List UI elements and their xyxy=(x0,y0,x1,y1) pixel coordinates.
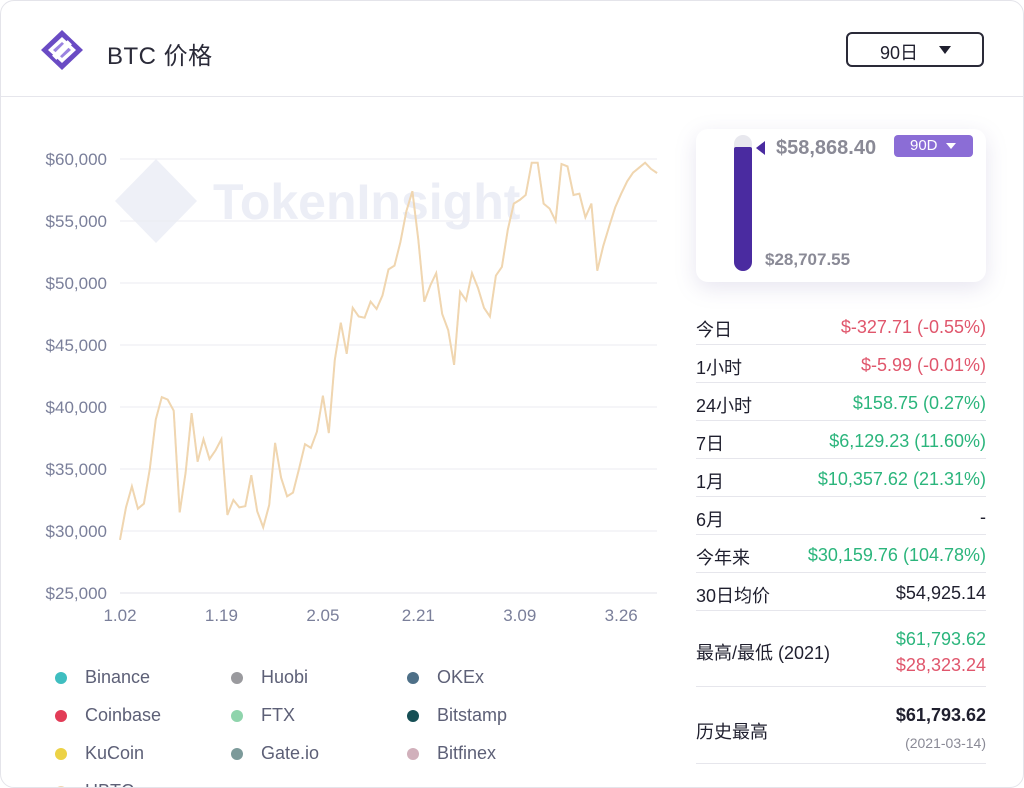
x-tick-label: 1.19 xyxy=(205,606,238,625)
stat-label: 1月 xyxy=(696,472,725,492)
legend-dot-icon xyxy=(231,710,243,722)
card-header: BTC 价格 90日 xyxy=(1,1,1023,97)
stat-label: 30日均价 xyxy=(696,586,771,606)
y-tick-label: $30,000 xyxy=(46,522,107,541)
x-tick-label: 2.05 xyxy=(306,606,339,625)
range-bar-fill xyxy=(734,147,752,271)
stat-value: $-327.71 (-0.55%) xyxy=(840,317,986,337)
stat-row-6m: 6月 - xyxy=(696,497,986,535)
legend-label: Coinbase xyxy=(85,705,162,725)
stat-row-24h: 24小时 $158.75 (0.27%) xyxy=(696,383,986,421)
stat-row-1h: 1小时 $-5.99 (-0.01%) xyxy=(696,345,986,383)
stat-row-1m: 1月 $10,357.62 (21.31%) xyxy=(696,459,986,497)
price-stats-table: 今日 $-327.71 (-0.55%) 1小时 $-5.99 (-0.01%)… xyxy=(696,307,986,764)
watermark-logo-icon xyxy=(115,159,197,243)
ath-date: (2021-03-14) xyxy=(905,735,986,751)
range-period-label: 90D xyxy=(910,137,938,154)
stat-label: 1小时 xyxy=(696,358,743,378)
period-dropdown-label: 90日 xyxy=(880,43,919,63)
stat-label: 最高/最低 (2021) xyxy=(696,643,831,663)
page-title: BTC 价格 xyxy=(107,43,213,70)
stat-label: 7日 xyxy=(696,434,725,454)
series-line-hbtc xyxy=(119,161,658,540)
legend-dot-icon xyxy=(231,748,243,760)
stat-row-ytd: 今年来 $30,159.76 (104.78%) xyxy=(696,535,986,573)
y-tick-label: $40,000 xyxy=(46,398,107,417)
stat-value: $158.75 (0.27%) xyxy=(852,393,986,413)
chart-legend: Binance Huobi OKEx Coinbase FTX Bitstamp KuCoi… xyxy=(55,667,635,787)
legend-label: Binance xyxy=(85,667,151,687)
stat-row-30d-avg: 30日均价 $54,925.14 xyxy=(696,573,986,611)
stat-value: $-5.99 (-0.01%) xyxy=(860,355,986,375)
legend-dot-icon xyxy=(55,748,67,760)
legend-dot-icon xyxy=(407,672,419,684)
legend-label: FTX xyxy=(261,705,295,725)
stat-row-7d: 7日 $6,129.23 (11.60%) xyxy=(696,421,986,459)
y-tick-label: $50,000 xyxy=(46,274,107,293)
range-period-dropdown[interactable]: 90D xyxy=(894,135,973,157)
legend-dot-icon xyxy=(231,672,243,684)
chevron-down-icon xyxy=(946,143,956,149)
ath-value: $61,793.62 xyxy=(895,705,986,725)
legend-label: HBTC xyxy=(85,781,134,787)
range-low-value: $28,707.55 xyxy=(765,250,851,269)
y-tick-label: $55,000 xyxy=(46,212,107,231)
stat-value: $54,925.14 xyxy=(895,583,986,603)
legend-dot-icon xyxy=(407,710,419,722)
legend-label: Bitstamp xyxy=(437,705,508,725)
stat-label: 6月 xyxy=(696,510,725,530)
legend-label: OKEx xyxy=(437,667,485,687)
chevron-down-icon xyxy=(939,46,951,54)
stat-row-today: 今日 $-327.71 (-0.55%) xyxy=(696,307,986,345)
stat-value: $10,357.62 (21.31%) xyxy=(817,469,986,489)
stat-row-high-low: 最高/最低 (2021) $61,793.62 $28,323.24 xyxy=(696,611,986,687)
legend-dot-icon xyxy=(407,748,419,760)
y-tick-label: $35,000 xyxy=(46,460,107,479)
tokeninsight-logo-icon xyxy=(41,30,83,70)
y-tick-label: $45,000 xyxy=(46,336,107,355)
stat-low-value: $28,323.24 xyxy=(895,655,986,675)
legend-dot-icon xyxy=(55,786,67,787)
stat-label: 历史最高 xyxy=(696,722,768,742)
stat-label: 今日 xyxy=(696,320,732,340)
price-range-card: $58,868.40 $28,707.55 90D xyxy=(696,129,986,282)
x-tick-label: 1.02 xyxy=(103,606,136,625)
y-tick-label: $25,000 xyxy=(46,584,107,603)
legend-label: Gate.io xyxy=(261,743,320,763)
legend-label: KuCoin xyxy=(85,743,145,763)
stat-high-value: $61,793.62 xyxy=(895,629,986,649)
legend-label: Huobi xyxy=(261,667,309,687)
y-tick-label: $60,000 xyxy=(46,150,107,169)
price-chart[interactable]: TokenInsight $60,000 $55,000 $50,000 $45,000… xyxy=(1,97,681,637)
legend-dot-icon xyxy=(55,672,67,684)
stat-value: $6,129.23 (11.60%) xyxy=(829,431,986,451)
x-tick-label: 3.26 xyxy=(605,606,638,625)
legend-dot-icon xyxy=(55,710,67,722)
watermark: TokenInsight xyxy=(115,159,521,243)
stat-label: 24小时 xyxy=(696,396,753,416)
range-high-value: $58,868.40 xyxy=(776,137,877,159)
x-tick-label: 3.09 xyxy=(503,606,536,625)
price-chart-svg: TokenInsight $60,000 $55,000 $50,000 $45,000… xyxy=(46,150,658,625)
stat-value: $30,159.76 (104.78%) xyxy=(807,545,986,565)
stat-row-ath: 历史最高 $61,793.62 (2021-03-14) xyxy=(696,687,986,764)
watermark-text: TokenInsight xyxy=(213,174,521,230)
period-dropdown[interactable]: 90日 xyxy=(846,32,984,67)
range-pointer-icon xyxy=(756,141,765,155)
stat-value: - xyxy=(980,507,986,527)
stat-label: 今年来 xyxy=(696,548,750,568)
legend-label: Bitfinex xyxy=(437,743,497,763)
x-tick-label: 2.21 xyxy=(402,606,435,625)
